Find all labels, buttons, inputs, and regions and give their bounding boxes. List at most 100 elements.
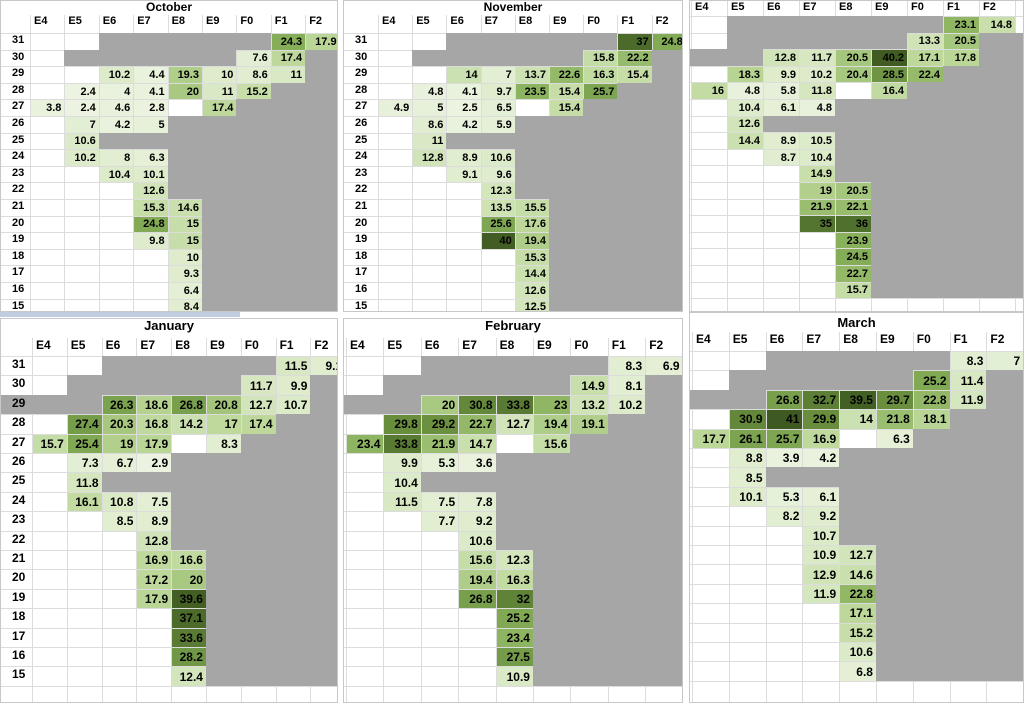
grid-line: [343, 394, 683, 396]
heat-cell: 17.9: [306, 34, 338, 50]
grid-line: [0, 99, 338, 101]
heat-cell: 4.9: [379, 100, 413, 116]
blocked-cell: [310, 375, 338, 395]
grid-line: [343, 433, 683, 435]
grid-line: [343, 116, 683, 117]
grid-line: [420, 338, 422, 703]
heat-cell: 30.9: [729, 410, 766, 429]
grid-line: [0, 666, 338, 668]
blocked-cell: [765, 351, 950, 371]
heat-cell: 25.7: [584, 83, 618, 100]
heatmap-panel: October E4 E5 E6 E7 E8 E9 F0 F1 F2 31 30 29 28 27 26 25 2…: [0, 0, 338, 312]
heat-cell: 4.1: [134, 83, 168, 100]
column-header: E8: [175, 338, 190, 352]
heat-cell: 10.6: [840, 643, 876, 662]
column-header: F2: [649, 338, 664, 352]
column-header: F2: [309, 15, 323, 27]
column-header: F1: [953, 332, 968, 346]
column-header: F0: [916, 332, 931, 346]
column-header: F1: [274, 15, 288, 27]
heat-cell: 12.4: [172, 667, 206, 686]
grid-line: [0, 685, 338, 687]
grid-line: [0, 608, 338, 610]
grid-line: [691, 1, 692, 312]
heat-cell: 9.9: [384, 454, 421, 473]
grid-line: [689, 642, 1024, 643]
heat-cell: 16.8: [137, 415, 172, 434]
grid-line: [343, 265, 683, 267]
heat-cell: 15: [168, 216, 202, 233]
heat-cell: 11.4: [950, 371, 987, 390]
blocked-cell: [171, 530, 338, 550]
heat-cell: 17.2: [137, 570, 172, 589]
heat-cell: 8.7: [764, 149, 799, 166]
heat-cell: 17.4: [241, 415, 276, 434]
column-header: F2: [983, 1, 996, 13]
row-label: 18: [12, 249, 25, 262]
grid-line: [412, 15, 414, 312]
blocked-cell: [0, 394, 102, 415]
column-header: E6: [102, 15, 117, 27]
blocked-cell: [765, 467, 1024, 487]
heat-cell: 20.8: [207, 395, 241, 415]
heat-cell: 4.4: [134, 67, 168, 83]
heat-cell: 7: [987, 352, 1024, 371]
blocked-cell: [533, 647, 683, 667]
blocked-cell: [871, 281, 1024, 299]
blocked-cell: [986, 389, 1024, 410]
heat-cell: 24.5: [836, 249, 871, 265]
heat-cell: 14.6: [168, 200, 202, 216]
grid-line: [0, 511, 338, 513]
heat-cell: 7.7: [421, 512, 459, 531]
blocked-cell: [171, 453, 338, 473]
panel-title: January: [144, 318, 194, 333]
grid-line: [689, 65, 1024, 67]
heat-cell: 20: [172, 570, 206, 589]
blocked-cell: [533, 550, 683, 570]
column-header: F1: [621, 15, 635, 27]
column-header: E9: [210, 338, 225, 352]
row-label: 30: [355, 50, 368, 63]
heat-cell: 4.8: [728, 83, 763, 99]
blocked-cell: [101, 472, 338, 492]
grid-line: [689, 281, 1024, 283]
grid-line: [689, 215, 1024, 217]
heat-cell: 17.1: [908, 50, 943, 66]
grid-line: [66, 338, 68, 703]
heatmap-panel: March E4 E5 E6 E7 E8 E9 F0 F1 F2 8.3 7 25.2 11.4 26.8 3…: [689, 312, 1024, 703]
row-label: 30: [12, 376, 26, 391]
heat-cell: 6.3: [877, 429, 913, 448]
column-header: E4: [695, 1, 709, 13]
heat-cell: 8.6: [237, 67, 271, 83]
blocked-cell: [206, 647, 338, 667]
grid-line: [763, 1, 764, 312]
column-header: E5: [68, 15, 82, 27]
heat-cell: 23.9: [836, 232, 871, 249]
heat-cell: 11.8: [800, 83, 835, 99]
column-header: E7: [137, 15, 151, 27]
heat-cell: 11.9: [803, 584, 840, 604]
blocked-cell: [533, 569, 683, 589]
heat-cell: 21.9: [421, 434, 459, 453]
grid-line: [0, 265, 338, 267]
heat-cell: 14.8: [980, 17, 1015, 33]
blocked-cell: [202, 248, 338, 266]
heat-cell: 19.4: [515, 233, 549, 249]
row-label: 28: [12, 83, 25, 96]
column-header: E8: [843, 332, 858, 346]
heat-cell: 6.7: [102, 454, 137, 473]
blocked-cell: [206, 608, 338, 628]
blocked-cell: [202, 215, 338, 233]
heat-cell: 7.3: [67, 454, 102, 473]
heat-cell: 8.3: [950, 352, 987, 371]
heat-cell: 9.2: [803, 507, 840, 526]
row-label: 23: [355, 166, 368, 179]
blocked-cell: [943, 65, 1024, 83]
heat-cell: 16.1: [67, 492, 102, 512]
heat-cell: 10.7: [803, 526, 840, 545]
blocked-cell: [514, 149, 683, 166]
column-header: E4: [350, 338, 365, 352]
heat-cell: 33.8: [384, 434, 421, 453]
heat-cell: 15.7: [836, 282, 871, 299]
grid-line: [343, 215, 683, 217]
